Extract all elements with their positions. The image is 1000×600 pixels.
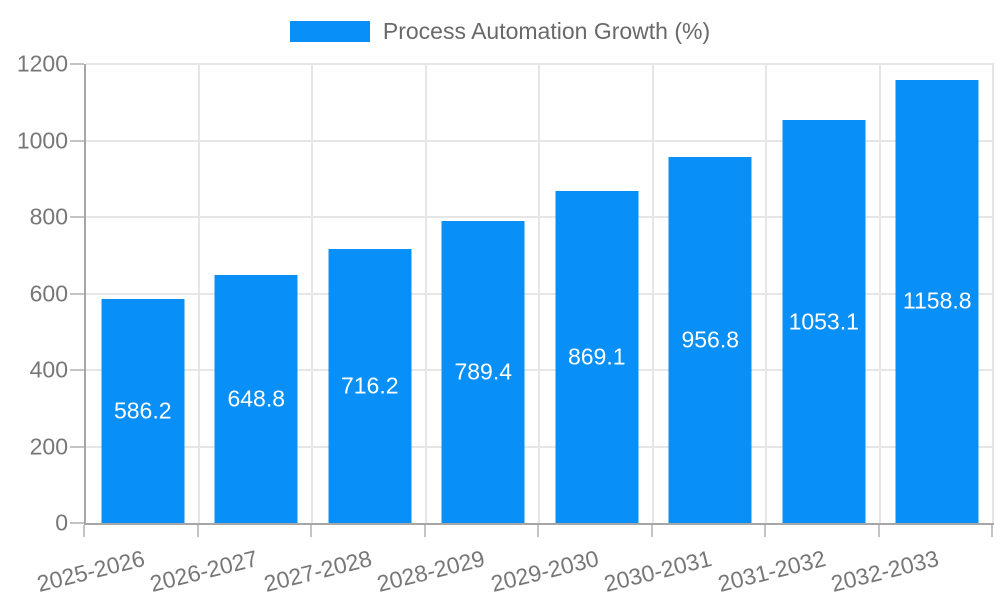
y-tick-label: 200	[29, 433, 68, 460]
bar-value-label: 648.8	[227, 385, 286, 412]
x-axis-tick	[991, 525, 993, 537]
x-category-label: 2032-2033	[828, 545, 942, 597]
bar-value-label: 789.4	[454, 358, 513, 385]
y-axis-tick	[70, 63, 84, 65]
h-gridline	[86, 63, 994, 65]
y-tick-label: 1200	[16, 50, 68, 77]
h-gridline	[86, 445, 994, 448]
bar-value-label: 716.2	[340, 372, 399, 399]
y-tick-label: 800	[29, 203, 68, 230]
legend-swatch	[289, 21, 370, 42]
legend-item[interactable]: Process Automation Growth (%)	[289, 18, 711, 45]
v-gridline	[651, 64, 654, 523]
y-axis-tick	[70, 445, 84, 448]
y-axis-labels: 0 200 400 600 800 1000 1200	[0, 51, 84, 536]
x-category-label: 2028-2029	[374, 545, 488, 597]
bar: 869.1	[555, 190, 639, 523]
x-category-label: 2026-2027	[147, 545, 261, 597]
bar: 956.8	[668, 157, 752, 523]
bar: 586.2	[101, 298, 185, 523]
bar-value-label: 956.8	[681, 326, 740, 353]
bar: 789.4	[441, 221, 525, 523]
plot-area: 586.2 648.8 716.2 789.4 869.1 956.8 1053.1 1158…	[70, 63, 994, 525]
y-tick-label: 400	[29, 356, 68, 383]
bar-value-label: 1053.1	[788, 308, 859, 335]
x-axis-tick	[196, 525, 199, 537]
v-gridline	[538, 64, 540, 523]
y-axis-tick	[70, 522, 84, 524]
y-axis-tick	[70, 369, 84, 372]
v-gridline	[311, 64, 313, 523]
bar: 1158.8	[895, 79, 979, 523]
y-tick-label: 0	[55, 509, 68, 536]
h-gridline	[86, 292, 994, 295]
h-gridline	[86, 139, 994, 142]
x-category-label: 2030-2031	[601, 545, 715, 597]
y-tick-label: 600	[29, 280, 68, 306]
v-gridline	[424, 64, 427, 523]
x-axis-tick	[877, 525, 880, 537]
x-axis-tick	[650, 525, 653, 537]
y-axis-tick	[70, 216, 84, 219]
bar-value-label: 1158.8	[902, 287, 972, 314]
y-tick-label: 1000	[16, 127, 68, 153]
y-axis-tick	[70, 292, 84, 295]
x-axis-labels: 2025-2026 2026-2027 2027-2028 2028-2029 2029…	[34, 525, 993, 600]
x-axis-tick	[83, 525, 85, 537]
legend: Process Automation Growth (%)	[0, 18, 1000, 45]
v-gridline	[878, 64, 881, 523]
bar: 648.8	[214, 274, 298, 523]
bar-value-label: 869.1	[567, 343, 626, 370]
y-axis-tick	[70, 139, 84, 142]
legend-label: Process Automation Growth (%)	[382, 18, 711, 44]
x-axis-tick	[537, 525, 539, 537]
x-category-label: 2025-2026	[34, 545, 148, 597]
x-category-label: 2027-2028	[261, 545, 375, 597]
x-category-label: 2029-2030	[488, 545, 602, 597]
x-axis-tick	[423, 525, 426, 537]
v-gridline	[992, 64, 994, 523]
x-axis-tick	[310, 525, 312, 537]
v-gridline	[765, 64, 767, 523]
x-axis-tick	[764, 525, 766, 537]
v-gridline	[197, 64, 200, 523]
h-gridline	[86, 369, 994, 372]
h-gridline	[86, 216, 994, 219]
bar: 716.2	[328, 249, 412, 523]
x-category-label: 2031-2032	[715, 545, 829, 597]
bar: 1053.1	[782, 120, 866, 523]
bar-value-label: 586.2	[113, 397, 172, 424]
